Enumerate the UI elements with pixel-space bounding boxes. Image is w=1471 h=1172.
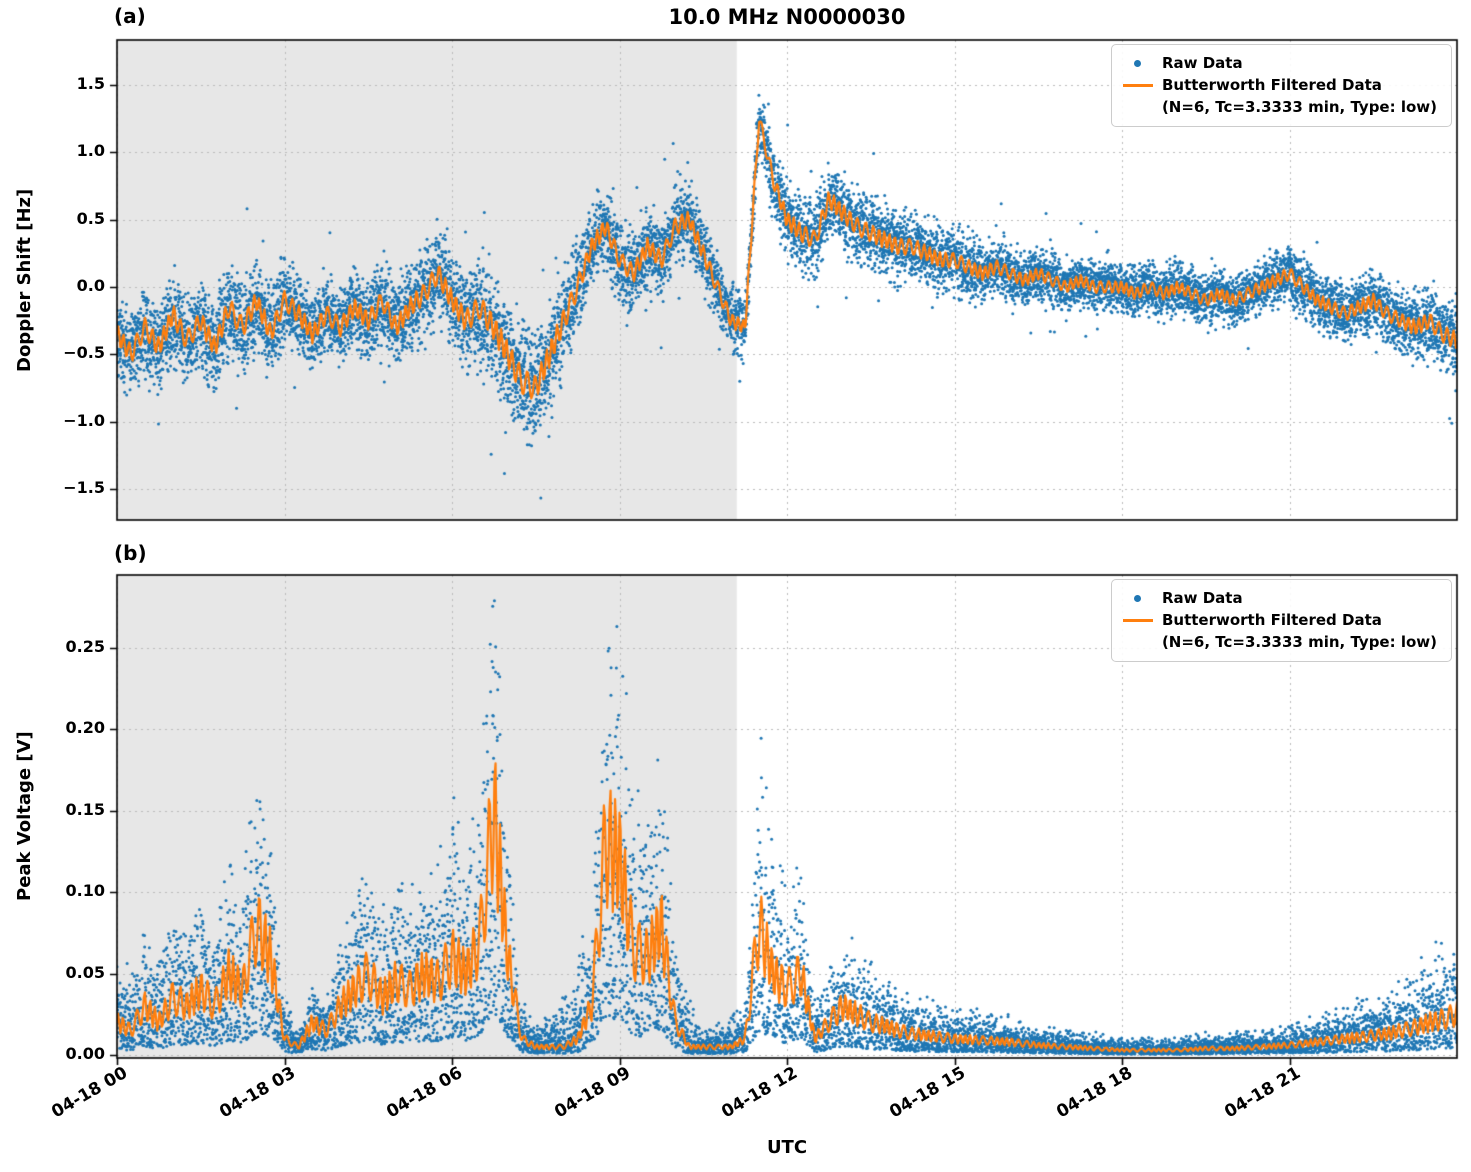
legend-filtered-label: Butterworth Filtered Data (N=6, Tc=3.333… (1162, 610, 1437, 654)
legend-filtered-title: Butterworth Filtered Data (1161, 75, 1382, 94)
legend-filtered-row: Butterworth Filtered Data (N=6, Tc=3.333… (1122, 610, 1437, 654)
legend-panel-b: Raw Data Butterworth Filtered Data (N=6,… (1110, 579, 1452, 663)
filtered-line-marker-icon (1122, 75, 1154, 96)
legend-filtered-label: Butterworth Filtered Data (N=6, Tc=3.333… (1162, 75, 1437, 119)
legend-filtered-row: Butterworth Filtered Data (N=6, Tc=3.333… (1122, 75, 1437, 119)
y-tick-label: 0.5 (76, 208, 105, 228)
y-tick-label: 0.20 (65, 718, 105, 738)
legend-raw-label: Raw Data (1161, 589, 1243, 607)
legend-filtered-params: (N=6, Tc=3.3333 min, Type: low) (1161, 632, 1437, 651)
chart-title: 10.0 MHz N0000030 (668, 5, 906, 29)
y-tick-label: 0.15 (65, 799, 105, 819)
legend-raw-row: Raw Data (1122, 588, 1437, 610)
y-tick-label: 0.05 (65, 962, 105, 982)
y-tick-label: 0.10 (65, 881, 105, 901)
y-tick-label: −0.5 (63, 343, 105, 363)
legend-panel-a: Raw Data Butterworth Filtered Data (N=6,… (1110, 44, 1452, 128)
y-tick-label: 0.0 (76, 276, 105, 295)
legend-raw-row: Raw Data (1122, 53, 1437, 75)
y-tick-label: 1.5 (76, 73, 105, 93)
raw-data-marker-icon (1122, 588, 1154, 609)
legend-filtered-params: (N=6, Tc=3.3333 min, Type: low) (1161, 97, 1437, 116)
x-axis-label: UTC (766, 1137, 808, 1158)
y-tick-label: 1.0 (76, 141, 105, 161)
y-tick-label: −1.5 (63, 478, 105, 498)
subplot-label-b: (b) (114, 541, 147, 565)
filtered-line-marker-icon (1122, 610, 1154, 631)
legend-raw-label: Raw Data (1161, 54, 1243, 72)
y-tick-label: 0.00 (65, 1044, 105, 1063)
y-tick-label: 0.25 (65, 636, 105, 656)
y-axis-label-voltage: Peak Voltage [V] (14, 731, 35, 902)
legend-filtered-title: Butterworth Filtered Data (1161, 610, 1382, 629)
y-axis-label-doppler: Doppler Shift [Hz] (14, 188, 35, 372)
y-tick-label: −1.0 (63, 410, 105, 430)
subplot-label-a: (a) (114, 4, 146, 28)
raw-data-marker-icon (1122, 53, 1154, 74)
